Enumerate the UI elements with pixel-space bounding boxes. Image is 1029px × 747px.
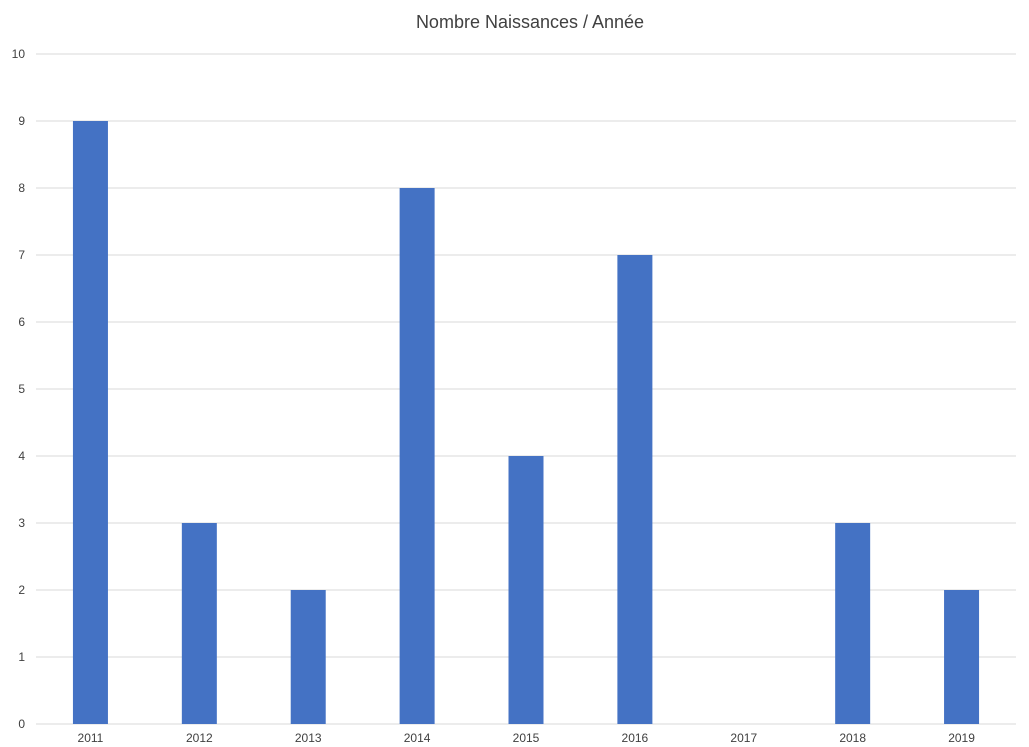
x-tick-label-2015: 2015 xyxy=(513,731,540,745)
bar-2011 xyxy=(72,121,108,724)
bar-2013 xyxy=(290,590,326,724)
y-tick-label-2: 2 xyxy=(18,583,25,597)
y-axis-tick-labels: 0 1 2 3 4 5 6 7 8 9 10 xyxy=(12,47,26,731)
y-tick-label-5: 5 xyxy=(18,382,25,396)
x-axis-tick-labels: 2011 2012 2013 2014 2015 2016 2017 2018 2019 xyxy=(78,731,976,745)
bar-2016 xyxy=(617,255,653,724)
x-tick-label-2017: 2017 xyxy=(730,731,757,745)
bar-2012 xyxy=(181,523,217,724)
y-tick-label-4: 4 xyxy=(18,449,25,463)
x-tick-label-2014: 2014 xyxy=(404,731,431,745)
y-tick-label-10: 10 xyxy=(12,47,26,61)
bars xyxy=(72,121,980,724)
bar-2014 xyxy=(399,188,435,724)
y-tick-label-3: 3 xyxy=(18,516,25,530)
bar-2018 xyxy=(835,523,871,724)
bar-2019 xyxy=(944,590,980,724)
x-tick-label-2019: 2019 xyxy=(948,731,975,745)
chart-title: Nombre Naissances / Année xyxy=(416,12,644,32)
y-tick-label-6: 6 xyxy=(18,315,25,329)
y-tick-label-9: 9 xyxy=(18,114,25,128)
y-tick-label-0: 0 xyxy=(18,717,25,731)
x-tick-label-2016: 2016 xyxy=(622,731,649,745)
x-tick-label-2011: 2011 xyxy=(78,731,104,745)
x-tick-label-2013: 2013 xyxy=(295,731,322,745)
y-tick-label-7: 7 xyxy=(18,248,25,262)
x-tick-label-2018: 2018 xyxy=(839,731,866,745)
x-tick-label-2012: 2012 xyxy=(186,731,213,745)
y-tick-label-8: 8 xyxy=(18,181,25,195)
bar-2015 xyxy=(508,456,544,724)
y-tick-label-1: 1 xyxy=(18,650,25,664)
